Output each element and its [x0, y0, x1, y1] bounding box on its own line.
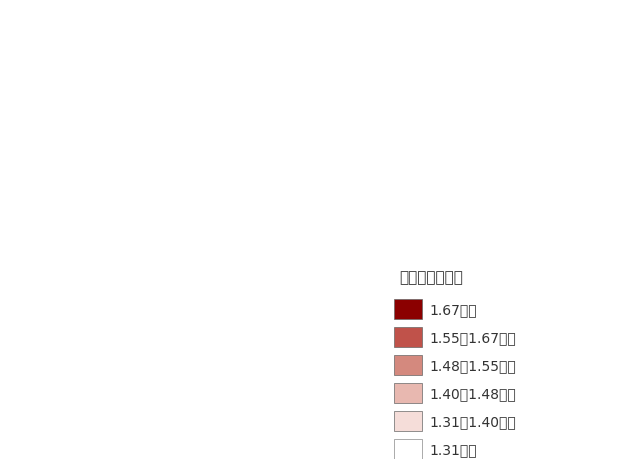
Bar [394, 300, 422, 319]
Text: 1.67以上: 1.67以上 [430, 302, 478, 317]
Bar [394, 411, 422, 431]
Text: 合計特殊出生率: 合計特殊出生率 [399, 269, 462, 285]
Bar [394, 383, 422, 403]
Bar [394, 355, 422, 375]
Text: 1.40～1.48未満: 1.40～1.48未満 [430, 386, 516, 400]
Text: 1.55～1.67未満: 1.55～1.67未満 [430, 330, 516, 344]
Text: 1.31～1.40未満: 1.31～1.40未満 [430, 414, 516, 428]
Text: 1.48～1.55未満: 1.48～1.55未満 [430, 358, 516, 372]
Bar [394, 327, 422, 347]
Text: 1.31未満: 1.31未満 [430, 442, 478, 456]
Bar [394, 439, 422, 459]
